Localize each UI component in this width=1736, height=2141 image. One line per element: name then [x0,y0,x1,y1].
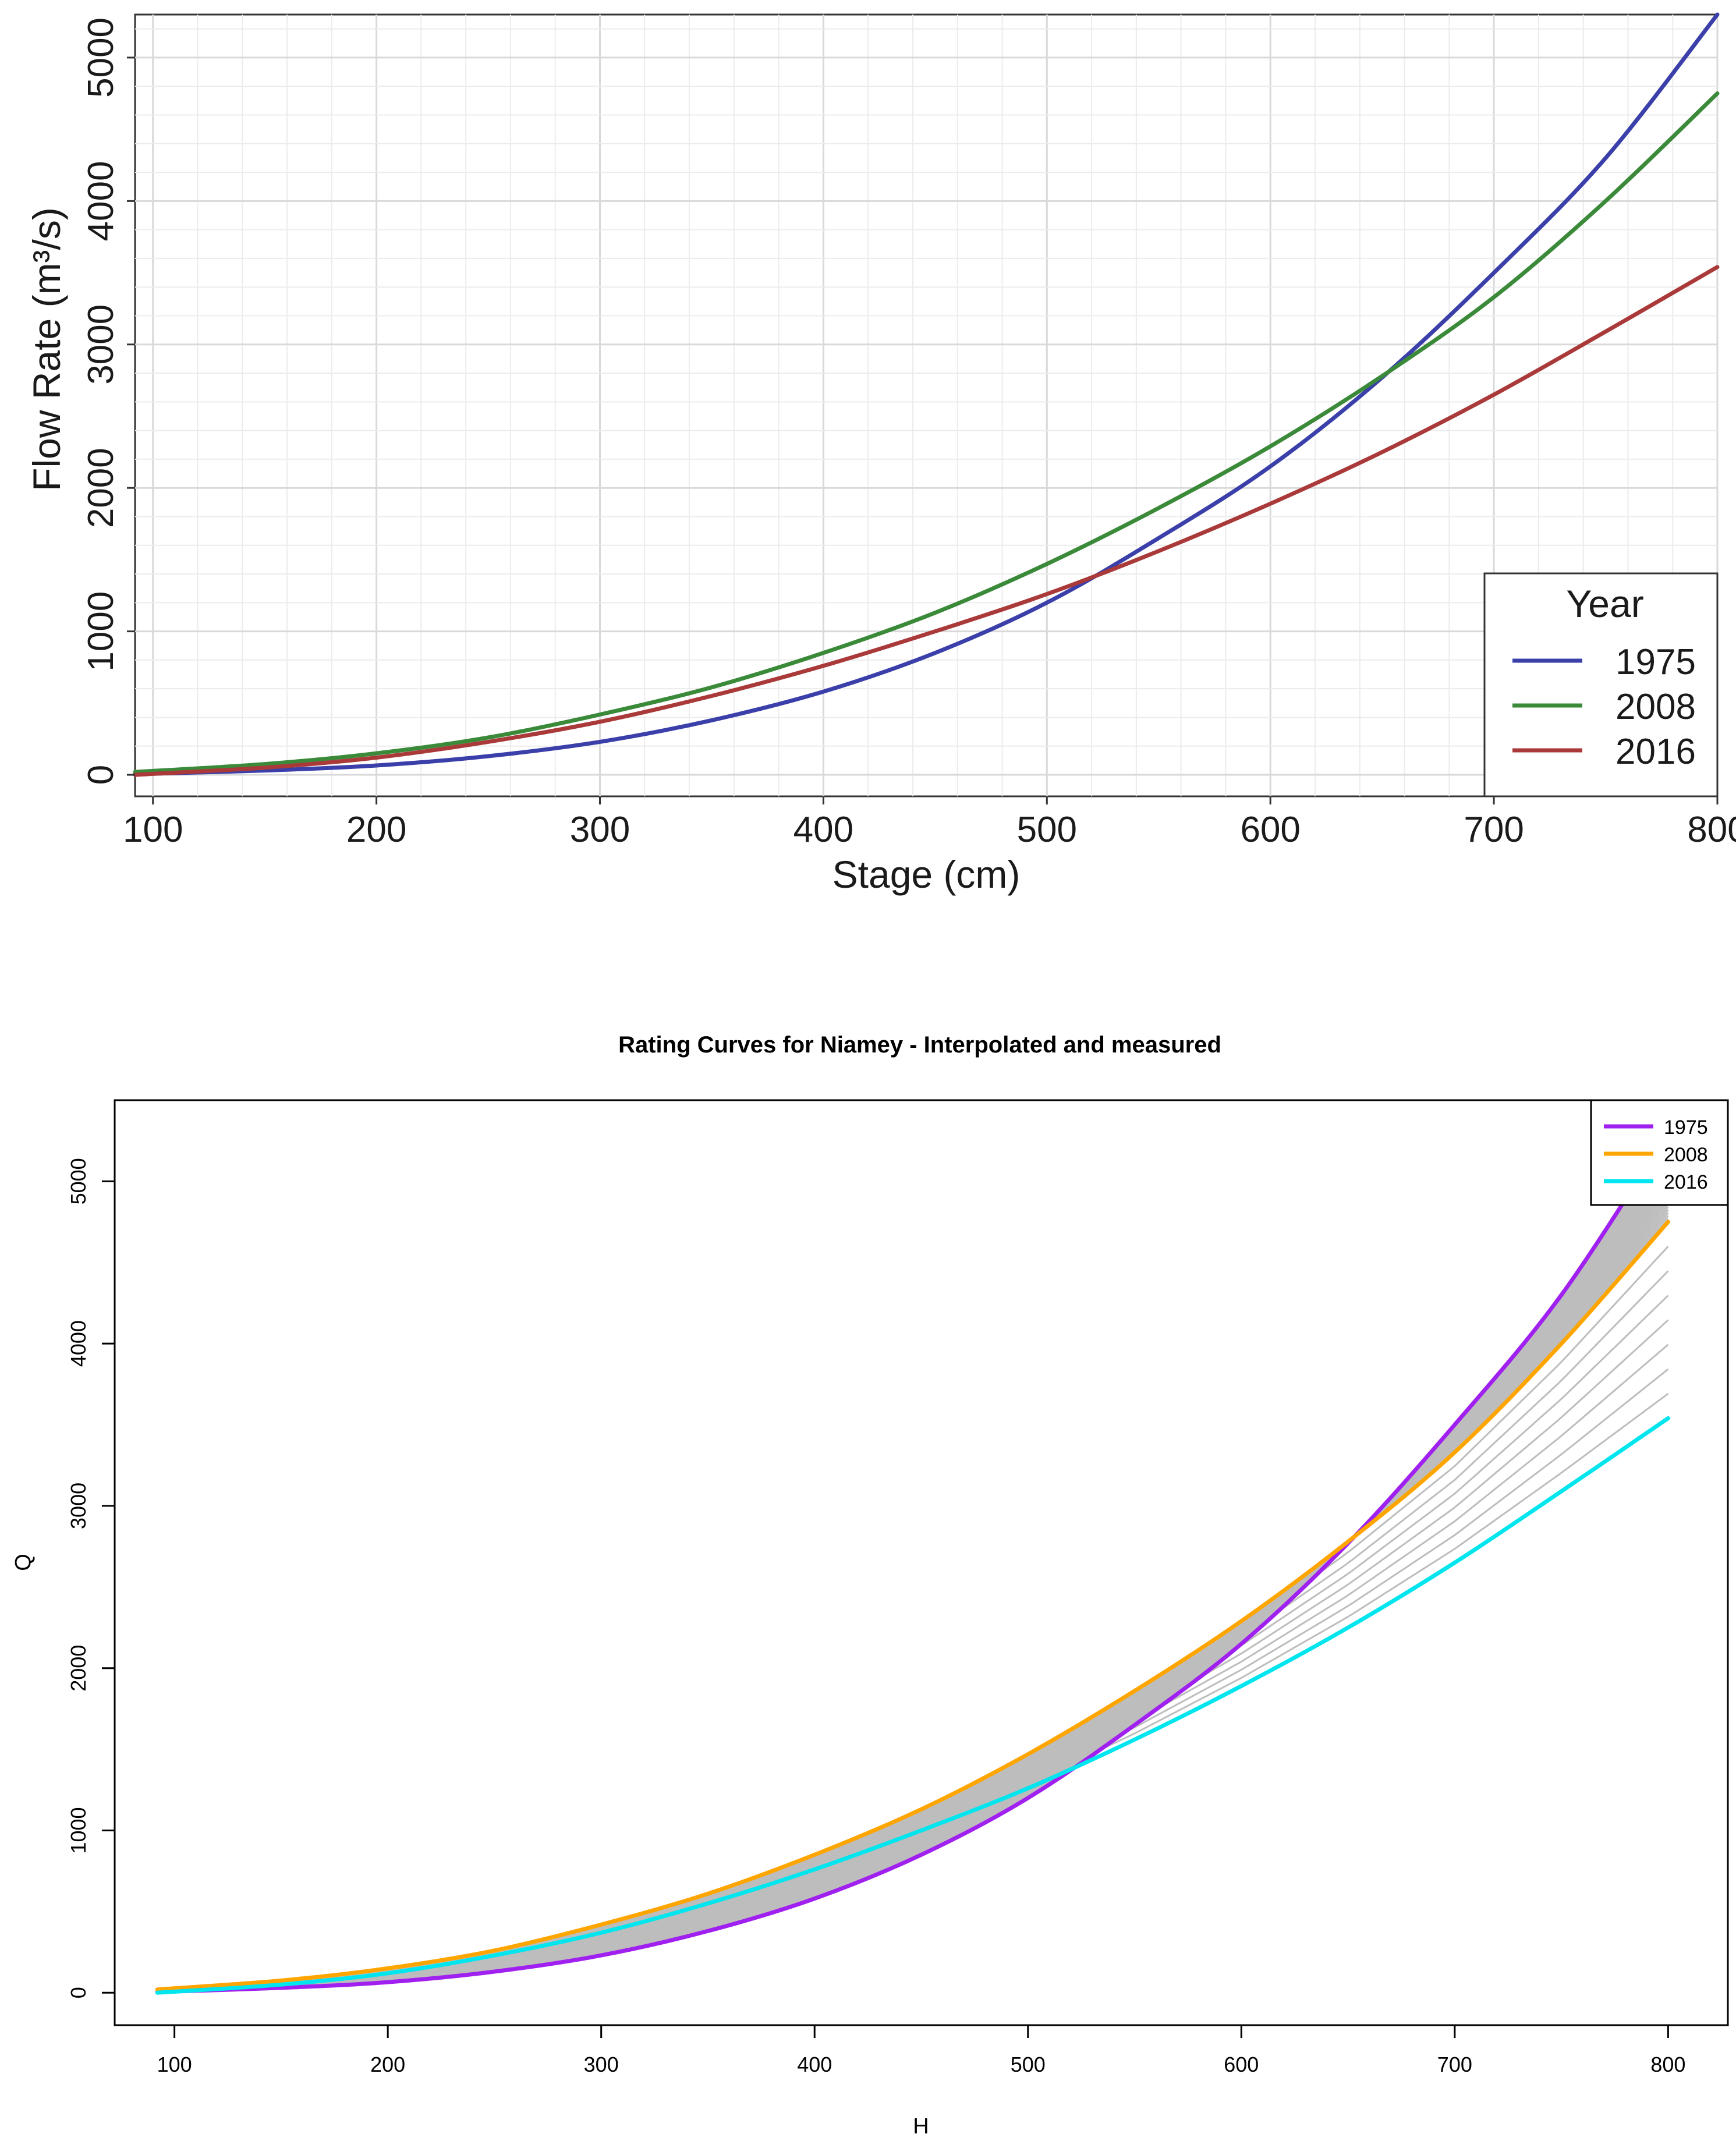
chart-2-series-1975 [155,1130,1670,1994]
chart-1-y-axis-label: Flow Rate (m³/s) [25,207,68,491]
chart-2-legend-items: 1975 2008 2016 [1604,1116,1708,1193]
chart-2-x-tick-label: 100 [157,2053,192,2076]
chart-2-x-ticks: 100 200 300 400 500 600 700 800 [157,2024,1685,2076]
chart-1-x-ticks: 100 200 300 400 500 600 700 800 [123,796,1736,850]
chart-2-y-axis-label: Q [11,1554,36,1571]
chart-1-legend-box [1483,572,1719,797]
chart-1-x-axis-label: Stage (cm) [832,853,1021,896]
chart-2-title: Rating Curves for Niamey - Interpolated … [618,1032,1221,1058]
chart-1-x-tick-label: 500 [1017,810,1077,850]
chart-2-y-tick-label: 0 [66,1987,90,1998]
chart-2-series-2016 [155,1416,1670,1995]
chart-1-series-2008 [133,91,1720,774]
chart-1-y-tick-label: 3000 [81,304,121,385]
chart-2-x-tick-label: 600 [1224,2053,1259,2076]
chart-1-x-tick-label: 200 [346,810,406,850]
chart-1-legend-label-1975: 1975 [1615,642,1696,682]
chart-1-legend-title: Year [1566,582,1643,625]
chart-2-x-axis-label: H [913,2114,929,2139]
chart-2-y-tick-label: 2000 [66,1645,90,1692]
chart-1: 100 200 300 400 500 600 700 800 0 1000 2000 3000 40… [25,12,1736,896]
chart-2-legend-label-1975: 1975 [1664,1116,1708,1139]
chart-2-x-tick-label: 200 [370,2053,405,2076]
chart-1-x-tick-label: 300 [570,810,630,850]
chart-2-x-tick-label: 800 [1650,2053,1685,2076]
chart-2-x-tick-label: 500 [1011,2053,1046,2076]
chart-1-y-tick-label: 0 [81,765,121,785]
chart-2-series-lines [155,1130,1670,1995]
chart-1-legend-label-2008: 2008 [1615,687,1696,727]
chart-1-y-tick-label: 4000 [81,161,121,241]
chart-1-legend-label-2016: 2016 [1615,732,1696,772]
chart-1-y-tick-label: 1000 [81,591,121,672]
chart-1-legend: Year 1975 2008 2016 [1483,572,1719,797]
chart-2-y-ticks: 0 1000 2000 3000 4000 5000 [66,1158,115,1998]
chart-2-legend-label-2008: 2008 [1664,1144,1708,1166]
chart-1-x-tick-label: 800 [1687,810,1736,850]
chart-1-legend-items: 1975 2008 2016 [1512,642,1696,772]
chart-1-x-tick-label: 600 [1240,810,1300,850]
chart-2-x-tick-label: 300 [584,2053,619,2076]
chart-1-x-tick-label: 100 [123,810,183,850]
chart-1-series-lines [133,12,1720,777]
chart-1-x-tick-label: 400 [793,810,853,850]
chart-1-series-1975 [133,12,1720,777]
chart-2: Rating Curves for Niamey - Interpolated … [11,1032,1729,2139]
chart-2-y-tick-label: 4000 [66,1320,90,1367]
chart-2-x-tick-label: 700 [1437,2053,1472,2076]
chart-1-y-ticks: 0 1000 2000 3000 4000 5000 [81,17,135,785]
chart-1-series-2016 [133,265,1720,777]
chart-1-y-tick-label: 5000 [81,17,121,98]
chart-1-x-tick-label: 700 [1464,810,1524,850]
chart-2-series-2008 [155,1220,1670,1992]
chart-1-y-tick-label: 2000 [81,448,121,528]
chart-1-panel [134,13,1719,797]
chart-2-y-tick-label: 5000 [66,1158,90,1204]
chart-2-legend-label-2016: 2016 [1664,1171,1708,1193]
chart-2-legend: 1975 2008 2016 [1590,1099,1729,1206]
chart-2-x-tick-label: 400 [797,2053,832,2076]
chart-2-y-tick-label: 3000 [66,1483,90,1529]
chart-2-y-tick-label: 1000 [66,1807,90,1853]
